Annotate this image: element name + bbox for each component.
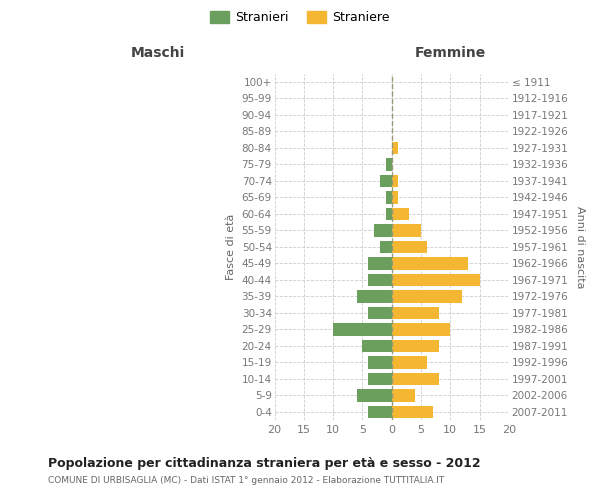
Bar (368, 406, 392, 418)
Y-axis label: Anni di nascita: Anni di nascita (575, 206, 585, 288)
Legend: Stranieri, Straniere: Stranieri, Straniere (210, 11, 390, 24)
Bar (356, 389, 392, 402)
Bar (392, 274, 479, 286)
Bar (392, 240, 427, 253)
Bar (368, 274, 392, 286)
Bar (392, 174, 398, 187)
Bar (380, 174, 392, 187)
Bar (368, 372, 392, 385)
Bar (392, 142, 398, 154)
Bar (333, 323, 392, 336)
Bar (374, 224, 392, 236)
Bar (386, 158, 392, 170)
Text: Femmine: Femmine (415, 46, 486, 60)
Bar (392, 406, 433, 418)
Text: Maschi: Maschi (130, 46, 185, 60)
Bar (392, 290, 462, 302)
Bar (368, 306, 392, 319)
Bar (368, 356, 392, 368)
Y-axis label: Fasce di età: Fasce di età (226, 214, 236, 280)
Bar (368, 257, 392, 270)
Bar (392, 191, 398, 203)
Bar (362, 340, 392, 352)
Bar (392, 224, 421, 236)
Bar (380, 240, 392, 253)
Bar (356, 290, 392, 302)
Bar (392, 340, 439, 352)
Text: Popolazione per cittadinanza straniera per età e sesso - 2012: Popolazione per cittadinanza straniera p… (48, 458, 481, 470)
Bar (392, 306, 439, 319)
Bar (392, 389, 415, 402)
Bar (392, 356, 427, 368)
Bar (392, 208, 409, 220)
Bar (386, 208, 392, 220)
Bar (386, 191, 392, 203)
Bar (392, 372, 439, 385)
Bar (392, 257, 468, 270)
Bar (392, 323, 450, 336)
Text: COMUNE DI URBISAGLIA (MC) - Dati ISTAT 1° gennaio 2012 - Elaborazione TUTTITALIA: COMUNE DI URBISAGLIA (MC) - Dati ISTAT 1… (48, 476, 444, 485)
